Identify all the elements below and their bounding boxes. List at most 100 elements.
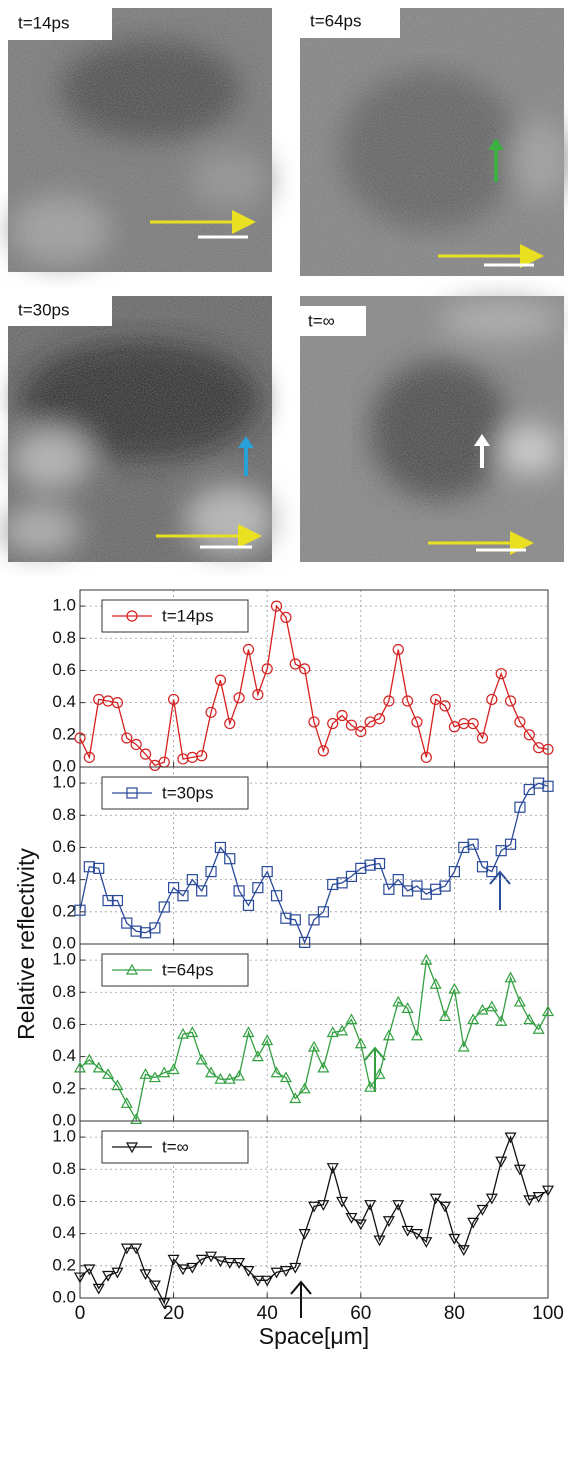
marker: [195, 1053, 208, 1065]
marker: [224, 853, 236, 865]
marker: [102, 1068, 115, 1079]
series-line: [79, 604, 549, 767]
y-tick-label: 0.2: [52, 724, 76, 743]
marker: [485, 1000, 498, 1012]
marker: [168, 693, 180, 706]
marker: [279, 1071, 292, 1083]
legend-label: t=14ps: [162, 606, 214, 625]
marker: [205, 706, 217, 718]
marker: [111, 894, 124, 907]
marker: [125, 1142, 139, 1154]
marker: [289, 914, 301, 926]
marker: [345, 719, 358, 731]
marker: [261, 1034, 274, 1046]
y-tick-label: 0.6: [52, 660, 76, 679]
marker: [317, 1061, 330, 1073]
marker: [373, 713, 386, 725]
marker: [411, 716, 423, 728]
marker: [486, 693, 498, 706]
marker: [130, 925, 142, 937]
marker: [495, 1156, 508, 1168]
marker: [176, 1027, 189, 1039]
marker: [439, 700, 451, 712]
marker: [392, 874, 404, 886]
marker: [495, 668, 507, 680]
marker: [355, 862, 367, 874]
marker: [83, 1264, 96, 1276]
marker: [251, 1050, 264, 1062]
marker: [392, 643, 404, 656]
marker: [392, 1200, 405, 1211]
marker: [401, 1002, 414, 1013]
marker: [514, 801, 526, 813]
marker: [326, 1163, 339, 1174]
series-line: [79, 959, 549, 1122]
y-tick-label: 0.2: [52, 1078, 76, 1097]
marker: [420, 953, 433, 965]
marker: [345, 1013, 358, 1025]
marker: [73, 1272, 87, 1284]
marker: [214, 674, 226, 686]
marker: [307, 1040, 321, 1052]
marker: [317, 745, 329, 757]
marker: [102, 1270, 115, 1282]
marker: [126, 787, 138, 799]
marker: [111, 1079, 124, 1091]
marker: [121, 917, 133, 929]
y-tick-label: 0.6: [52, 1014, 76, 1033]
x-tick-label: 40: [257, 1303, 278, 1324]
marker: [233, 1069, 246, 1081]
y-tick-label: 1.0: [52, 1127, 76, 1146]
marker: [74, 904, 86, 916]
series-line: [79, 1135, 549, 1305]
marker: [158, 901, 170, 913]
marker: [92, 1061, 105, 1073]
y-axis-label: Relative reflectivity: [13, 848, 39, 1040]
marker: [373, 857, 386, 870]
marker: [430, 693, 442, 706]
marker: [223, 1072, 236, 1084]
marker: [514, 716, 526, 728]
marker: [130, 738, 142, 751]
marker: [383, 883, 395, 895]
y-tick-label: 0.6: [52, 1191, 76, 1210]
marker: [467, 1013, 480, 1025]
marker: [486, 865, 498, 878]
y-tick-label: 0.4: [52, 1223, 76, 1242]
marker: [532, 1023, 545, 1034]
marker: [167, 1254, 180, 1266]
marker: [125, 963, 139, 975]
marker: [242, 643, 255, 656]
marker: [307, 1201, 321, 1213]
y-tick-label: 0.4: [52, 1046, 76, 1065]
image-label: t=64ps: [310, 11, 362, 30]
marker: [513, 995, 526, 1007]
marker: [83, 861, 95, 873]
marker: [279, 1266, 292, 1277]
marker: [458, 841, 470, 854]
marker: [308, 716, 320, 728]
marker: [92, 1283, 105, 1295]
marker: [410, 1029, 423, 1041]
marker: [83, 751, 95, 763]
marker: [541, 1005, 555, 1017]
marker: [345, 1212, 358, 1224]
marker: [270, 600, 283, 612]
marker: [139, 1068, 152, 1079]
marker: [411, 880, 423, 892]
marker: [467, 717, 479, 730]
y-tick-label: 0.8: [52, 982, 76, 1001]
marker: [298, 1229, 311, 1240]
marker: [299, 936, 311, 948]
marker: [158, 1066, 171, 1078]
y-tick-label: 0.8: [52, 628, 76, 647]
y-tick-label: 0.2: [52, 901, 76, 920]
marker: [186, 1262, 199, 1274]
marker: [298, 1082, 311, 1094]
y-tick-label: 1.0: [52, 950, 76, 969]
marker: [504, 695, 517, 707]
marker: [439, 1201, 452, 1213]
marker: [392, 995, 405, 1007]
marker: [195, 1254, 208, 1266]
marker: [542, 743, 554, 755]
